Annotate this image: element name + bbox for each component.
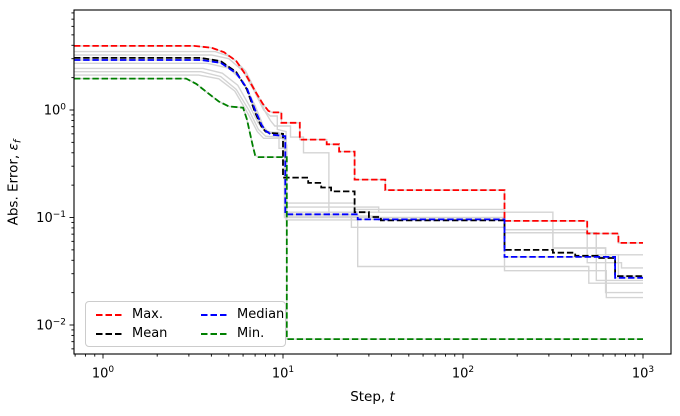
y-axis-label: Abs. Error, εf [6,83,27,283]
legend-label-min: Min. [237,325,265,341]
x-tick-label: 101 [272,365,294,382]
y-tick-base: 10 [36,319,53,334]
legend-line-sample-mean [96,332,123,335]
legend-line-sample-min [201,332,228,335]
x-tick-base: 10 [92,367,109,382]
series-max- [74,45,643,244]
legend-line-sample-max [96,313,123,316]
legend-label-median: Median [237,306,285,322]
x-tick-exp: 1 [288,365,294,375]
series-run-4 [74,59,643,279]
y-tick-base: 10 [44,104,61,119]
y-tick-label: 10−1 [36,210,66,226]
y-axis-label-text: Abs. Error, [5,150,22,226]
y-tick-label: 10−2 [36,318,66,334]
series-run-2 [74,50,643,256]
x-tick-label: 100 [92,365,115,382]
y-tick-exp: 0 [60,103,66,113]
x-tick-base: 10 [632,367,649,382]
x-tick-label: 103 [632,365,654,382]
y-tick-base: 10 [36,211,53,226]
y-tick-label: 100 [44,103,67,119]
series-mean [74,57,643,277]
series-group [74,45,643,340]
legend-item-min: Min. [201,326,285,342]
x-axis-label-variable: t [389,389,395,405]
x-axis-label-text: Step, [350,389,390,405]
x-axis-label: Step, t [74,389,671,405]
series-run-6 [74,67,643,284]
series-min- [74,77,643,340]
legend-label-mean: Mean [132,325,168,341]
y-axis-label-subscript: f [12,139,24,144]
plot-frame [73,9,672,355]
x-tick-exp: 2 [468,365,474,375]
legend-item-max: Max. [96,307,201,323]
series-median [74,59,643,279]
series-run-8 [74,74,643,294]
series-run-10 [74,54,643,277]
legend-item-median: Median [201,307,285,323]
y-tick-exp: −1 [53,210,66,220]
legend-label-max: Max. [132,306,164,322]
x-tick-base: 10 [452,367,469,382]
x-tick-exp: 0 [108,365,114,375]
x-tick-base: 10 [272,367,289,382]
x-tick-label: 102 [452,365,474,382]
legend-line-sample-median [201,313,228,316]
legend-item-mean: Mean [96,326,201,342]
series-run-7 [74,71,643,299]
legend: Max. Median Mean Min. [85,301,286,347]
epsilon-symbol: ε [5,143,22,151]
y-tick-exp: −2 [53,318,66,328]
x-tick-exp: 3 [648,365,654,375]
series-run-3 [74,57,643,269]
